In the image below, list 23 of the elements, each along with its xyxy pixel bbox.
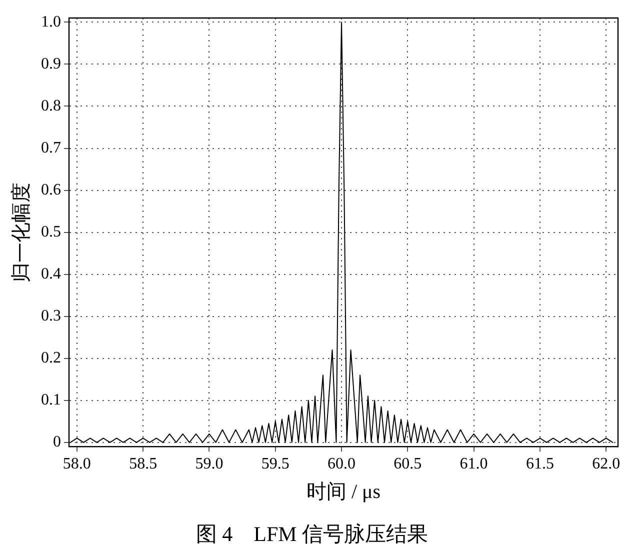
y-tick-label: 0.6 bbox=[41, 181, 61, 198]
x-tick-label: 59.0 bbox=[195, 455, 224, 472]
y-tick-label: 0.2 bbox=[41, 350, 61, 367]
x-tick-label: 60.0 bbox=[328, 455, 356, 472]
x-tick-label: 60.5 bbox=[394, 455, 422, 472]
x-tick-label: 61.0 bbox=[460, 455, 488, 472]
x-tick-label: 59.5 bbox=[261, 455, 290, 472]
y-tick-label: 0.4 bbox=[41, 266, 61, 283]
y-tick-label: 0.3 bbox=[41, 308, 61, 325]
y-tick-label: 0.9 bbox=[41, 55, 61, 72]
text: 图 4 LFM 信号脉压结果 bbox=[196, 522, 428, 546]
y-tick-label: 0.1 bbox=[41, 392, 61, 409]
x-axis-title: 时间 / μs bbox=[306, 481, 381, 504]
y-tick-label: 0.5 bbox=[41, 224, 61, 241]
y-tick-label: 0.8 bbox=[41, 97, 61, 114]
y-tick-label: 0 bbox=[53, 434, 61, 451]
y-tick-label: 1.0 bbox=[41, 13, 61, 30]
x-tick-label: 62.0 bbox=[592, 455, 620, 472]
x-tick-label: 58.5 bbox=[129, 455, 158, 472]
x-tick-label: 58.0 bbox=[62, 455, 91, 472]
y-tick-label: 0.7 bbox=[41, 139, 61, 156]
x-tick-label: 61.5 bbox=[526, 455, 554, 472]
y-axis-title: 归一化幅度 bbox=[10, 182, 32, 282]
